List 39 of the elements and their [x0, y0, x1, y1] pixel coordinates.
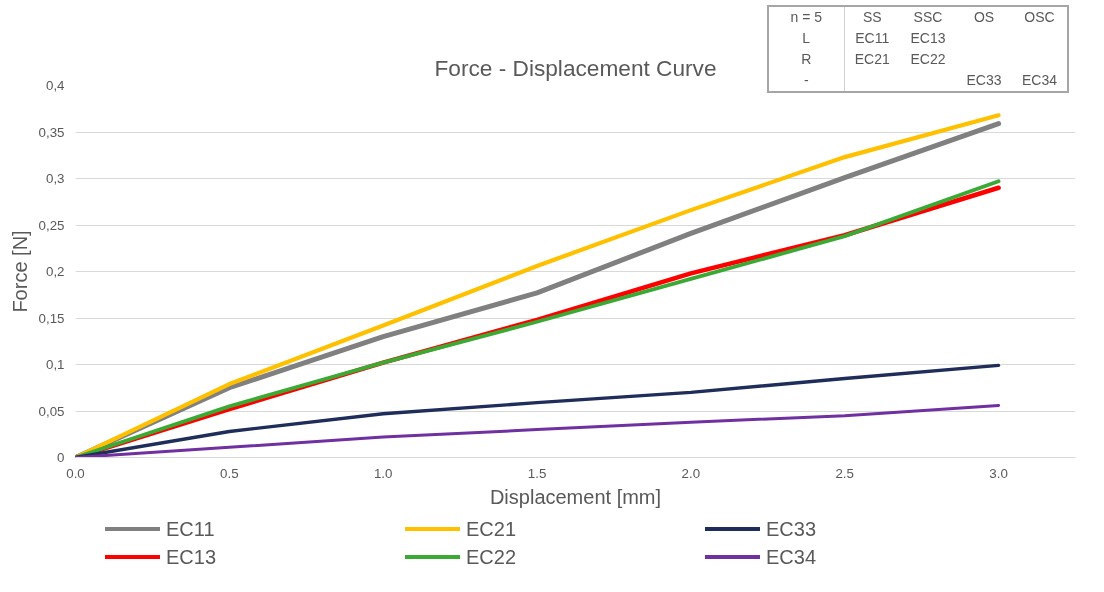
text: R — [768, 49, 844, 70]
y-tick-label: 0,05 — [38, 403, 65, 419]
x-tick-label: 2.0 — [681, 465, 701, 481]
x-axis-title: Displacement [mm] — [489, 485, 662, 508]
text: EC11 — [854, 29, 891, 48]
annotation: EC33 — [965, 71, 1003, 90]
legend-label: EC11 — [166, 516, 215, 542]
legend-label: EC34 — [766, 544, 817, 570]
y-tick-label: 0,4 — [45, 78, 66, 93]
legend-label: EC21 — [466, 516, 517, 542]
chart-title: Force - Displacement Curve — [434, 54, 717, 81]
annotation: EC34 — [1021, 71, 1058, 90]
x-tick-label: 1.0 — [373, 465, 393, 481]
x-tick-label: 1.5 — [527, 465, 547, 481]
y-tick-label: 0,35 — [38, 124, 65, 140]
x-tick-label: 3.0 — [989, 465, 1008, 481]
y-tick-label: 0,1 — [45, 357, 65, 372]
text: OS — [972, 8, 996, 27]
y-tick-label: 0 — [57, 450, 65, 465]
text: n = 5 — [768, 6, 844, 28]
text: OSC — [1023, 8, 1056, 27]
text: SS — [861, 8, 883, 27]
annotation: - — [768, 70, 844, 92]
text: SSC — [912, 8, 944, 27]
y-tick-label: 0,3 — [45, 171, 65, 186]
y-tick-label: 0,25 — [38, 217, 65, 233]
legend-label: EC22 — [466, 544, 517, 570]
y-tick-label: 0,2 — [45, 264, 65, 279]
x-tick-label: 2.5 — [835, 465, 854, 481]
text: EC22 — [909, 50, 947, 69]
text: L — [768, 28, 844, 49]
legend-label: EC13 — [166, 544, 217, 570]
y-tick-label: 0,15 — [38, 310, 65, 326]
legend-label: EC33 — [766, 516, 817, 542]
text: EC21 — [853, 50, 891, 69]
x-tick-label: 0.5 — [220, 465, 239, 481]
text: EC13 — [909, 29, 947, 48]
y-axis-title: Force [N] — [8, 230, 31, 313]
x-tick-label: 0.0 — [66, 465, 85, 481]
